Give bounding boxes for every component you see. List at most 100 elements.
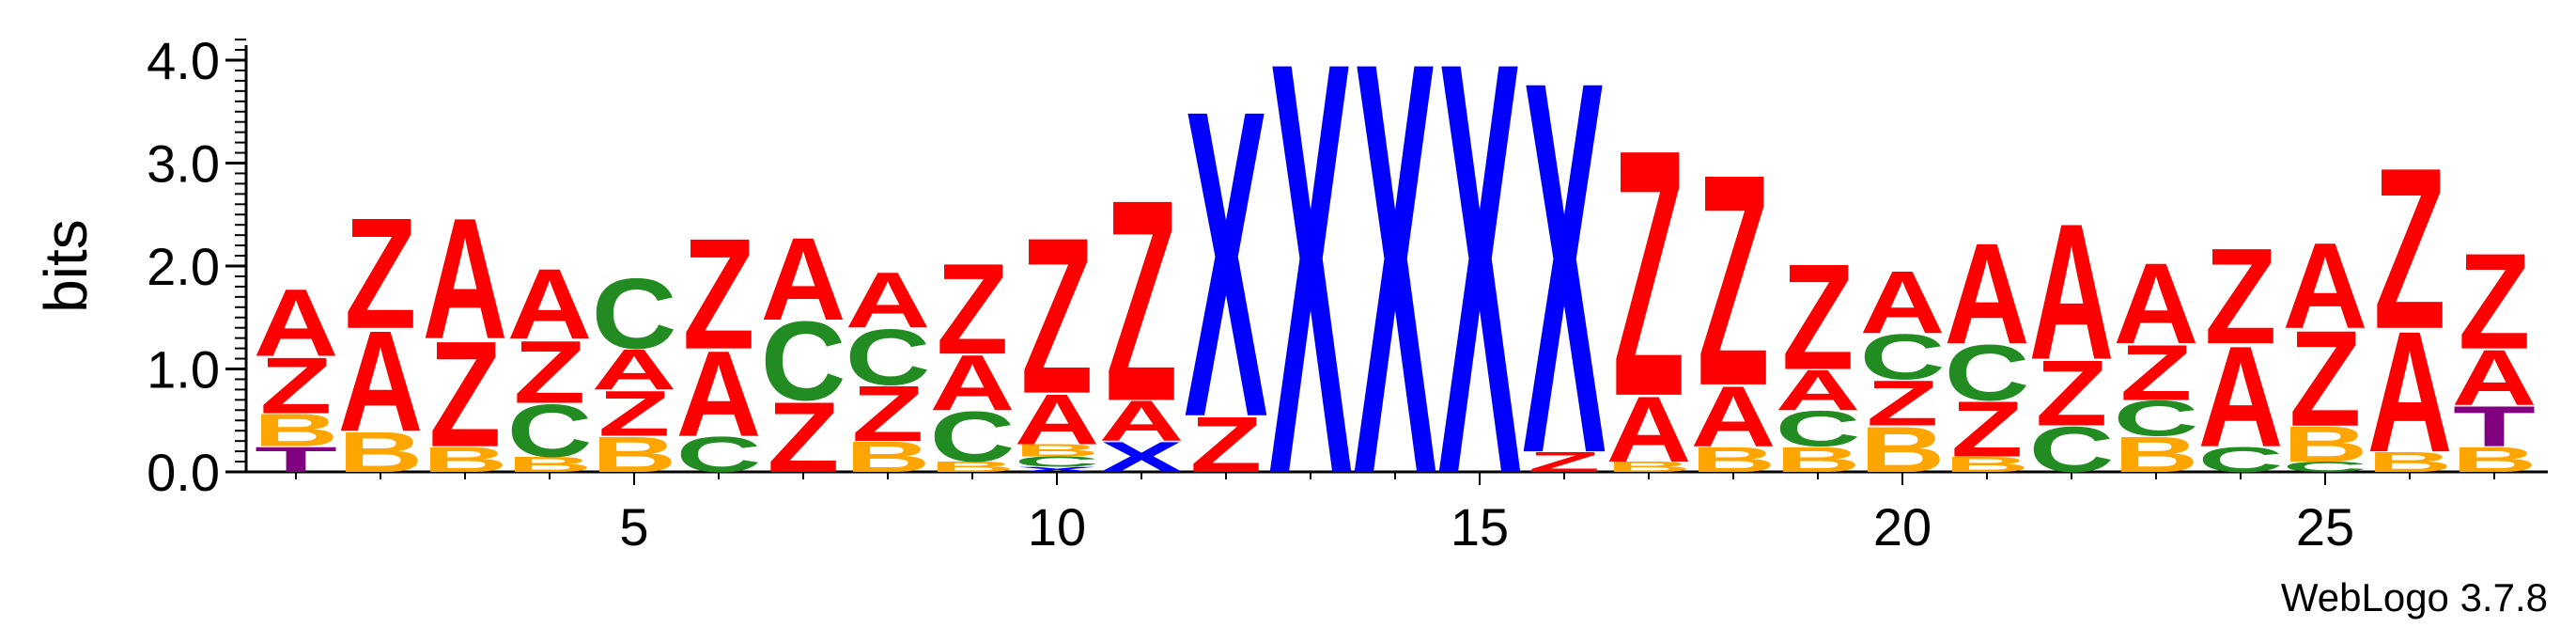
- logo-letter-a-pos-26: A: [2367, 297, 2453, 489]
- logo-letter-c-pos-21: C: [1945, 328, 2030, 416]
- logo-letter-a-pos-11: A: [1099, 389, 1185, 453]
- logo-letter-a-pos-2: A: [338, 300, 424, 462]
- logo-letter-a-pos-25: A: [2283, 218, 2368, 354]
- logo-letter-t-pos-27: T: [2453, 395, 2536, 459]
- logo-letters: TBZABAZBZABCZABZACCAZZCABZCABCAZXCBAZXAZ…: [254, 0, 2537, 598]
- logo-letter-z-pos-9: Z: [937, 237, 1009, 382]
- x-tick-label: 20: [1873, 497, 1932, 556]
- weblogo-version: WebLogo 3.7.8: [2281, 575, 2548, 619]
- logo-letter-z-pos-1: Z: [260, 340, 333, 431]
- logo-letter-c-pos-25: C: [2283, 459, 2368, 475]
- logo-letter-b-pos-23: B: [2114, 427, 2199, 482]
- logo-letter-z-pos-26: Z: [2374, 121, 2446, 378]
- logo-letter-x-pos-13: X: [1269, 0, 1354, 598]
- logo-letter-z-pos-23: Z: [2120, 328, 2193, 416]
- logo-letter-a-pos-6: A: [676, 326, 762, 462]
- logo-letter-b-pos-5: B: [592, 427, 677, 482]
- logo-letter-x-pos-15: X: [1438, 0, 1523, 598]
- logo-letter-c-pos-19: C: [1776, 401, 1861, 457]
- logo-letter-b-pos-18: B: [1691, 439, 1777, 479]
- logo-letter-z-pos-10: Z: [1021, 192, 1094, 441]
- logo-letter-b-pos-3: B: [423, 439, 508, 479]
- logo-letter-a-pos-5: A: [592, 337, 677, 401]
- x-tick-label: 5: [619, 497, 648, 556]
- logo-letter-c-pos-22: C: [2029, 414, 2115, 486]
- y-tick-label: 4.0: [147, 31, 220, 90]
- logo-letter-b-pos-25: B: [2283, 416, 2368, 472]
- logo-letter-z-pos-27: Z: [2459, 225, 2531, 378]
- logo-letter-z-pos-5: Z: [598, 378, 671, 450]
- logo-letter-c-pos-20: C: [1860, 321, 1946, 394]
- logo-letter-z-pos-4: Z: [514, 322, 586, 422]
- logo-letter-a-pos-24: A: [2198, 316, 2284, 478]
- y-tick-label: 0.0: [147, 443, 220, 502]
- logo-letter-z-pos-6: Z: [683, 207, 755, 383]
- logo-letter-b-pos-10: B: [1015, 441, 1100, 460]
- logo-letter-z-pos-16: Z: [1529, 447, 1601, 478]
- logo-letter-x-pos-12: X: [1185, 18, 1269, 509]
- logo-letter-z-pos-25: Z: [2289, 302, 2362, 455]
- logo-letter-a-pos-18: A: [1691, 368, 1777, 465]
- logo-letter-c-pos-6: C: [676, 427, 762, 482]
- logo-letter-a-pos-20: A: [1860, 252, 1946, 352]
- logo-letter-a-pos-4: A: [507, 248, 593, 361]
- logo-letter-b-pos-4: B: [507, 452, 593, 477]
- y-tick-label: 3.0: [147, 134, 220, 194]
- logo-letter-x-pos-14: X: [1354, 0, 1438, 598]
- logo-letter-z-pos-20: Z: [1867, 368, 1939, 440]
- logo-letter-a-pos-21: A: [1945, 212, 2030, 374]
- logo-letter-b-pos-27: B: [2452, 439, 2537, 479]
- logo-letter-z-pos-7: Z: [768, 381, 840, 494]
- logo-letter-x-pos-10: X: [1016, 465, 1099, 474]
- logo-letter-a-pos-23: A: [2114, 241, 2199, 368]
- logo-letter-b-pos-2: B: [338, 420, 424, 484]
- logo-letter-a-pos-10: A: [1015, 380, 1100, 460]
- y-ticks: 0.0 1.0 2.0 3.0 4.0: [147, 31, 246, 502]
- logo-letter-a-pos-19: A: [1776, 358, 1861, 422]
- logo-letter-a-pos-9: A: [930, 338, 1016, 427]
- y-tick-label: 1.0: [147, 340, 220, 400]
- logo-letter-c-pos-9: C: [930, 398, 1016, 478]
- logo-letter-z-pos-12: Z: [1190, 400, 1263, 489]
- logo-letter-z-pos-11: Z: [1106, 139, 1178, 462]
- logo-letter-c-pos-5: C: [592, 257, 677, 369]
- logo-letter-x-pos-16: X: [1523, 0, 1607, 565]
- logo-letter-a-pos-8: A: [846, 256, 931, 344]
- logo-letter-c-pos-23: C: [2114, 391, 2199, 447]
- logo-letter-z-pos-21: Z: [1951, 384, 2024, 473]
- logo-letter-b-pos-1: B: [254, 405, 339, 456]
- logo-letter-z-pos-18: Z: [1698, 111, 1770, 449]
- axes: bits: [32, 45, 2548, 474]
- logo-letter-c-pos-4: C: [507, 390, 593, 473]
- logo-letter-b-pos-8: B: [846, 433, 931, 481]
- logo-letter-b-pos-20: B: [1860, 414, 1946, 486]
- logo-letter-z-pos-22: Z: [2036, 341, 2108, 446]
- logo-letter-x-pos-11: X: [1100, 433, 1184, 481]
- x-tick-label: 15: [1451, 497, 1509, 556]
- logo-letter-c-pos-7: C: [761, 298, 846, 423]
- logo-letter-b-pos-26: B: [2367, 447, 2453, 478]
- logo-letter-a-pos-3: A: [423, 183, 508, 375]
- logo-letter-b-pos-17: B: [1606, 459, 1692, 475]
- logo-letter-b-pos-21: B: [1945, 452, 2030, 477]
- logo-letter-a-pos-17: A: [1606, 378, 1692, 482]
- logo-letter-z-pos-19: Z: [1782, 232, 1854, 401]
- logo-letter-b-pos-19: B: [1776, 439, 1861, 479]
- logo-letter-z-pos-8: Z: [852, 369, 924, 458]
- x-tick-label: 25: [2296, 497, 2354, 556]
- logo-letter-a-pos-1: A: [254, 269, 339, 376]
- logo-letter-c-pos-24: C: [2198, 439, 2284, 479]
- logo-letter-z-pos-17: Z: [1613, 77, 1685, 470]
- logo-letter-c-pos-10: C: [1015, 454, 1100, 470]
- logo-letter-z-pos-3: Z: [429, 309, 502, 478]
- y-axis-label: bits: [32, 219, 100, 313]
- logo-letter-a-pos-22: A: [2029, 184, 2115, 401]
- logo-letter-a-pos-27: A: [2452, 334, 2537, 422]
- logo-letter-c-pos-8: C: [846, 313, 931, 401]
- logo-letter-b-pos-9: B: [930, 459, 1016, 475]
- logo-letter-z-pos-2: Z: [345, 186, 417, 362]
- y-tick-label: 2.0: [147, 237, 220, 296]
- logo-letter-a-pos-7: A: [761, 212, 846, 345]
- logo-letter-t-pos-1: T: [255, 440, 337, 480]
